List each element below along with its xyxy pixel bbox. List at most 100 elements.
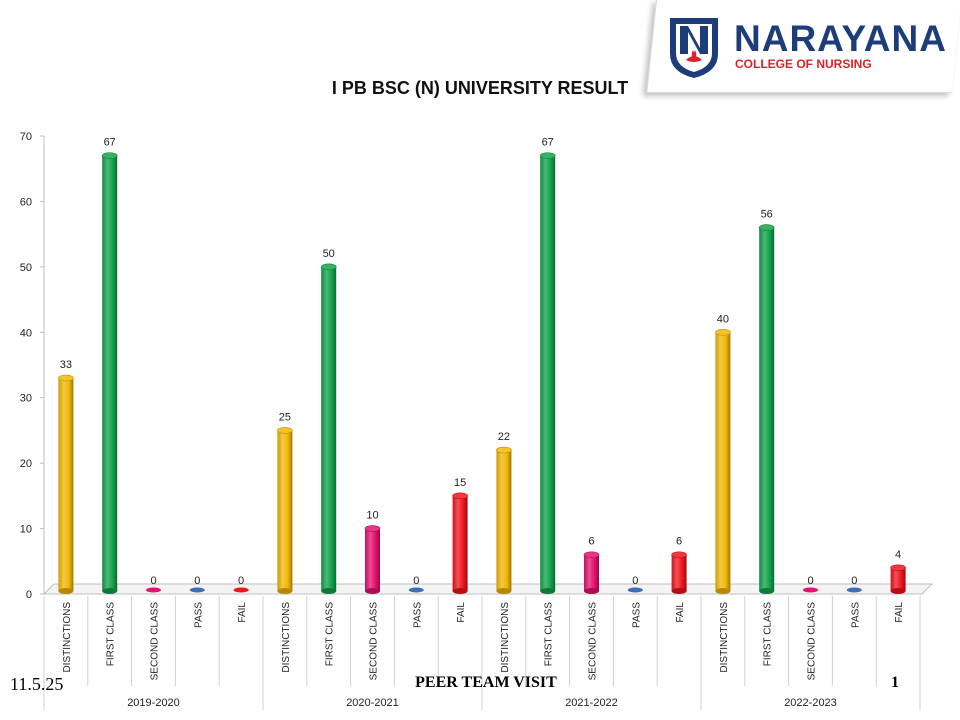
bar-zero <box>846 587 862 593</box>
y-tick-label: 20 <box>20 458 32 470</box>
bar <box>671 554 687 591</box>
category-label: SECOND CLASS <box>369 602 380 681</box>
category-label: PASS <box>412 602 423 628</box>
group-label: 2019-2020 <box>127 697 180 709</box>
bar-base <box>321 588 337 594</box>
data-label: 50 <box>323 248 335 260</box>
group-label: 2022-2023 <box>784 697 837 709</box>
bar-top <box>539 152 556 159</box>
data-label: 0 <box>194 575 200 587</box>
data-label: 25 <box>279 411 291 423</box>
page-number: 1 <box>891 674 899 691</box>
data-label: 0 <box>807 575 813 587</box>
category-label: DISTINCTIONS <box>500 602 511 673</box>
category-label: DISTINCTIONS <box>719 602 730 673</box>
bar-top <box>364 525 381 532</box>
bar-base <box>102 588 118 594</box>
bar-top <box>583 551 600 559</box>
bar <box>584 554 599 591</box>
data-label: 33 <box>60 359 72 371</box>
data-label: 0 <box>238 575 244 587</box>
chart-floor <box>42 583 934 595</box>
chart-title: I PB BSC (N) UNIVERSITY RESULT <box>331 78 629 98</box>
category-label: SECOND CLASS <box>588 602 599 681</box>
bar-base <box>496 588 512 594</box>
data-label: 0 <box>150 575 156 587</box>
bar-base <box>584 588 599 594</box>
data-label: 40 <box>717 313 729 325</box>
data-label: 56 <box>761 209 773 221</box>
bar-top <box>715 328 731 336</box>
bar <box>715 332 731 591</box>
narayana-emblem-icon <box>670 18 718 78</box>
data-label: 0 <box>851 575 857 587</box>
bar <box>277 430 293 591</box>
data-label: 15 <box>454 477 466 489</box>
category-label: FAIL <box>237 602 248 623</box>
bar-zero <box>408 587 424 593</box>
bar-zero <box>189 587 205 593</box>
bar <box>365 528 380 591</box>
bar <box>58 378 74 591</box>
data-label: 67 <box>104 137 116 149</box>
bar <box>890 567 906 591</box>
bar <box>452 495 468 591</box>
bar-zero <box>627 587 643 593</box>
group-label: 2020-2021 <box>346 697 399 709</box>
bar <box>496 450 512 591</box>
category-label: PASS <box>193 602 204 628</box>
bar-base <box>58 588 74 594</box>
bar-zero <box>146 587 161 593</box>
bar-base <box>671 588 687 594</box>
category-label: PASS <box>631 602 642 628</box>
bar-base <box>452 588 468 594</box>
category-label: FIRST CLASS <box>544 602 555 667</box>
bar-base <box>759 588 775 594</box>
college-subtitle: COLLEGE OF NURSING <box>735 57 872 71</box>
bar-base <box>715 588 731 594</box>
data-label: 10 <box>366 510 378 522</box>
college-name: NARAYANA <box>734 18 947 59</box>
footer-title: PEER TEAM VISIT <box>415 674 557 691</box>
y-tick-label: 30 <box>20 393 32 405</box>
bar-zero <box>803 587 818 593</box>
bar-top <box>320 263 337 271</box>
bar-base <box>277 588 293 594</box>
bar-base <box>365 588 380 594</box>
data-label: 22 <box>498 431 510 443</box>
bar-top <box>496 446 512 454</box>
category-label: SECOND CLASS <box>807 602 818 681</box>
bar <box>759 227 775 591</box>
bar-top <box>277 427 293 434</box>
data-label: 0 <box>632 575 638 587</box>
college-logo: NARAYANA COLLEGE OF NURSING <box>662 6 960 90</box>
bar-top <box>58 374 74 382</box>
category-label: PASS <box>850 602 861 628</box>
data-label: 6 <box>588 536 594 548</box>
bar-top <box>890 564 906 572</box>
category-label: DISTINCTIONS <box>281 602 292 673</box>
bar <box>540 155 556 591</box>
category-label: FAIL <box>456 602 467 623</box>
category-label: FIRST CLASS <box>325 602 336 667</box>
y-tick-label: 60 <box>20 196 32 208</box>
category-label: DISTINCTIONS <box>62 602 73 673</box>
y-tick-label: 0 <box>26 589 32 601</box>
bar-top <box>101 152 118 159</box>
bar-base <box>540 588 556 594</box>
data-label: 67 <box>542 137 554 149</box>
y-tick-label: 10 <box>20 524 32 536</box>
bar-top <box>452 492 468 500</box>
footer-date: 11.5.25 <box>10 674 64 694</box>
bar <box>321 266 337 591</box>
category-label: FAIL <box>894 602 905 623</box>
data-label: 0 <box>413 575 419 587</box>
bar-top <box>671 551 687 559</box>
category-label: FIRST CLASS <box>106 602 117 667</box>
bar-zero <box>233 587 249 593</box>
y-tick-label: 50 <box>20 262 32 274</box>
category-label: FAIL <box>675 602 686 623</box>
category-label: SECOND CLASS <box>150 602 161 681</box>
y-tick-label: 70 <box>20 131 32 143</box>
